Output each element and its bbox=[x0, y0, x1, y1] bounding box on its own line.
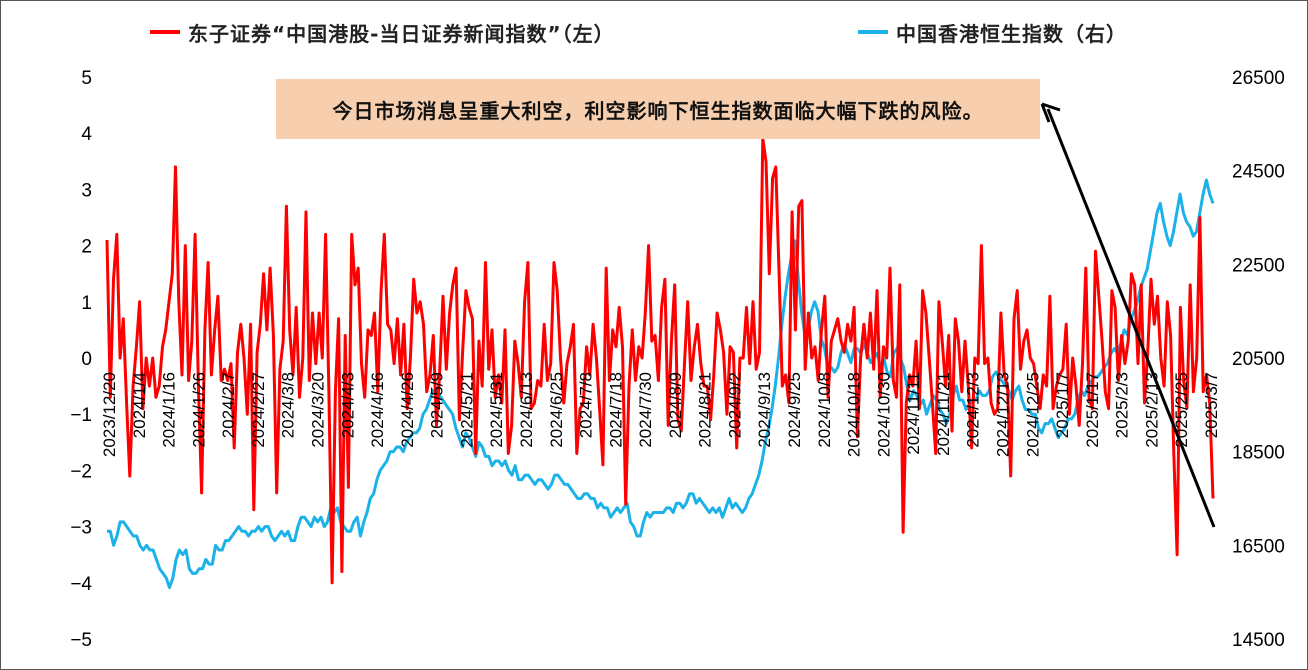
x-tick-label: 2024/2/7 bbox=[219, 372, 238, 438]
x-tick-label: 2024/4/16 bbox=[368, 372, 387, 448]
legend-swatch-blue bbox=[858, 30, 888, 34]
x-tick-label: 2024/7/30 bbox=[636, 372, 655, 448]
arrow-head bbox=[1040, 102, 1061, 123]
x-tick-label: 2024/8/21 bbox=[696, 372, 715, 448]
news-index-line bbox=[105, 137, 1215, 585]
y-axis-left: 5 4 3 2 1 0 −1 −2 −3 −4 −5 bbox=[70, 68, 92, 651]
x-tick-label: 2024/3/20 bbox=[308, 372, 327, 448]
x-tick-label: 2024/6/25 bbox=[547, 372, 566, 448]
x-tick-label: 2024/8/9 bbox=[666, 372, 685, 438]
x-tick-label: 2024/7/18 bbox=[606, 372, 625, 448]
y-left-tick-label: −3 bbox=[70, 518, 92, 539]
legend-item-news-index: 东子证券“中国港股-当日证券新闻指数”（左） bbox=[150, 18, 615, 46]
x-axis-labels: 2023/12/20 2024/1/4 2024/1/16 2024/1/26 2024… bbox=[100, 372, 1221, 457]
x-tick-label: 2024/1/4 bbox=[130, 372, 149, 438]
y-right-tick-label: 22500 bbox=[1232, 255, 1285, 276]
x-tick-label: 2024/12/13 bbox=[994, 372, 1013, 457]
legend-item-hang-seng: 中国香港恒生指数（右） bbox=[858, 18, 1127, 46]
legend-swatch-red bbox=[150, 30, 180, 34]
x-tick-label: 2024/5/21 bbox=[457, 372, 476, 448]
y-right-tick-label: 14500 bbox=[1232, 630, 1285, 651]
y-axis-right: 26500 24500 22500 20500 18500 16500 14500 bbox=[1232, 68, 1285, 651]
x-tick-label: 2024/2/27 bbox=[249, 372, 268, 448]
x-tick-label: 2024/4/26 bbox=[398, 372, 417, 448]
legend-label-news-index: 东子证券“中国港股-当日证券新闻指数”（左） bbox=[188, 21, 615, 46]
news-index-series bbox=[105, 137, 1215, 585]
x-tick-label: 2025/2/13 bbox=[1142, 372, 1161, 448]
y-left-tick-label: −1 bbox=[70, 405, 92, 426]
x-tick-label: 2025/2/3 bbox=[1113, 372, 1132, 438]
x-tick-label: 2024/9/13 bbox=[755, 372, 774, 448]
y-right-tick-label: 20500 bbox=[1232, 349, 1285, 370]
legend-label-hang-seng: 中国香港恒生指数（右） bbox=[896, 21, 1127, 46]
y-left-tick-label: 0 bbox=[81, 349, 92, 370]
x-tick-label: 2025/1/7 bbox=[1053, 372, 1072, 438]
x-tick-label: 2024/1/26 bbox=[189, 372, 208, 448]
y-left-tick-label: 5 bbox=[81, 68, 92, 89]
y-left-tick-label: 4 bbox=[81, 124, 92, 145]
hang-seng-line bbox=[107, 178, 1215, 589]
x-tick-label: 2024/4/3 bbox=[338, 372, 357, 438]
x-tick-label: 2024/10/18 bbox=[845, 372, 864, 457]
y-left-tick-label: 2 bbox=[81, 237, 92, 258]
y-left-tick-label: −4 bbox=[70, 574, 92, 595]
x-tick-label: 2023/12/20 bbox=[100, 372, 119, 457]
y-right-tick-label: 24500 bbox=[1232, 162, 1285, 183]
x-tick-label: 2024/6/13 bbox=[517, 372, 536, 448]
y-left-tick-label: 3 bbox=[81, 180, 92, 201]
annotation-box: 今日市场消息呈重大利空，利空影响下恒生指数面临大幅下跌的风险。 bbox=[276, 79, 1040, 139]
x-tick-label: 2024/3/8 bbox=[279, 372, 298, 438]
x-tick-label: 2024/7/8 bbox=[577, 372, 596, 438]
x-tick-label: 2025/1/17 bbox=[1083, 372, 1102, 448]
x-tick-label: 2024/9/25 bbox=[785, 372, 804, 448]
y-left-tick-label: −5 bbox=[70, 630, 92, 651]
y-right-tick-label: 18500 bbox=[1232, 443, 1285, 464]
y-right-tick-label: 16500 bbox=[1232, 536, 1285, 557]
y-left-tick-label: −2 bbox=[70, 461, 92, 482]
x-tick-label: 2024/5/31 bbox=[487, 372, 506, 448]
y-left-tick-label: 1 bbox=[81, 293, 92, 314]
annotation-arrow bbox=[1040, 102, 1216, 528]
y-right-tick-label: 26500 bbox=[1232, 68, 1285, 89]
x-tick-label: 2025/2/25 bbox=[1172, 372, 1191, 448]
x-tick-label: 2024/12/3 bbox=[964, 372, 983, 448]
x-tick-label: 2024/10/8 bbox=[815, 372, 834, 448]
x-tick-label: 2024/9/2 bbox=[725, 372, 744, 438]
hang-seng-series bbox=[107, 178, 1215, 589]
annotation-text: 今日市场消息呈重大利空，利空影响下恒生指数面临大幅下跌的风险。 bbox=[332, 98, 984, 123]
x-tick-label: 2025/3/7 bbox=[1202, 372, 1221, 438]
x-tick-label: 2024/5/9 bbox=[428, 372, 447, 438]
x-tick-label: 2024/10/30 bbox=[874, 372, 893, 457]
x-tick-label: 2024/11/11 bbox=[904, 372, 923, 455]
arrow-line bbox=[1046, 108, 1216, 528]
x-tick-label: 2024/12/25 bbox=[1023, 372, 1042, 457]
x-tick-label: 2024/1/16 bbox=[160, 372, 179, 448]
x-tick-label: 2024/11/21 bbox=[934, 372, 953, 456]
